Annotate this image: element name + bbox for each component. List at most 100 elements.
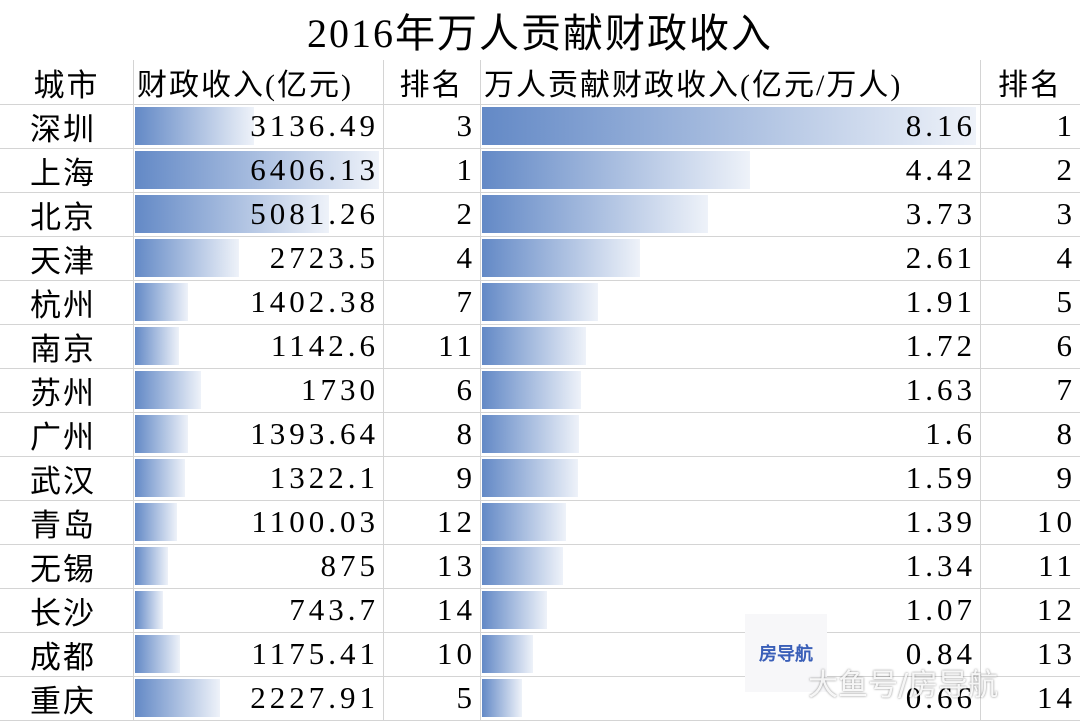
cell-value: 2227.91 <box>250 680 379 715</box>
data-bar <box>135 415 189 453</box>
city-name: 北京 <box>30 199 96 235</box>
cell-value: 7 <box>1056 372 1076 407</box>
data-bar <box>482 635 533 673</box>
grid-line <box>980 60 981 721</box>
data-bar <box>482 371 581 409</box>
grid-line <box>0 412 1080 413</box>
cell-value: 2.61 <box>905 240 976 275</box>
data-bar <box>135 635 180 673</box>
cell-value: 5 <box>456 680 476 715</box>
data-bar <box>135 679 220 717</box>
cell-value: 9 <box>456 460 476 495</box>
data-bar <box>135 591 164 629</box>
cell-value: 3 <box>1056 196 1076 231</box>
column-header: 城市 <box>33 67 100 103</box>
cell-value: 1.72 <box>905 328 976 363</box>
column-header: 万人贡献财政收入(亿元/万人) <box>484 69 903 102</box>
data-bar <box>135 195 329 233</box>
data-bar <box>482 107 976 145</box>
cell-value: 7 <box>456 284 476 319</box>
cell-value: 743.7 <box>289 592 379 627</box>
column-header: 排名 <box>998 69 1062 102</box>
grid-line <box>0 104 1080 105</box>
data-bar <box>135 503 177 541</box>
grid-line <box>0 500 1080 501</box>
city-name: 杭州 <box>30 287 96 323</box>
cell-value: 875 <box>320 548 379 583</box>
grid-line <box>0 368 1080 369</box>
data-bar <box>482 283 598 321</box>
grid-line <box>133 60 134 721</box>
data-bar <box>482 151 750 189</box>
column-header: 排名 <box>399 69 464 102</box>
cell-value: 3136.49 <box>250 108 379 143</box>
data-bar <box>135 371 201 409</box>
cell-value: 1.39 <box>905 504 976 539</box>
city-name: 苏州 <box>30 375 96 411</box>
cell-value: 6 <box>1056 328 1076 363</box>
cell-value: 6 <box>456 372 476 407</box>
cell-value: 11 <box>438 328 476 363</box>
cell-value: 1142.6 <box>270 328 379 363</box>
cell-value: 10 <box>1037 504 1076 539</box>
cell-value: 5081.26 <box>250 196 379 231</box>
column-header: 财政收入(亿元) <box>137 69 353 102</box>
grid-line <box>480 60 481 721</box>
cell-value: 1 <box>1056 108 1076 143</box>
data-bar <box>482 195 708 233</box>
city-name: 无锡 <box>30 551 96 587</box>
grid-line <box>0 324 1080 325</box>
grid-line <box>0 456 1080 457</box>
data-bar <box>135 459 186 497</box>
grid-line <box>0 588 1080 589</box>
cell-value: 11 <box>1038 548 1076 583</box>
cell-value: 0.84 <box>905 636 976 671</box>
cell-value: 2 <box>1056 152 1076 187</box>
cell-value: 1100.03 <box>251 504 379 539</box>
cell-value: 0.66 <box>905 680 976 715</box>
city-name: 深圳 <box>30 111 96 147</box>
data-bar <box>482 547 564 585</box>
city-name: 青岛 <box>30 507 96 543</box>
data-bar <box>482 459 579 497</box>
city-name: 武汉 <box>30 463 96 499</box>
grid-line <box>383 60 384 721</box>
data-bar <box>482 239 640 277</box>
cell-value: 1402.38 <box>250 284 379 319</box>
cell-value: 1.91 <box>905 284 976 319</box>
cell-value: 14 <box>437 592 476 627</box>
cell-value: 13 <box>437 548 476 583</box>
cell-value: 1.07 <box>905 592 976 627</box>
city-name: 上海 <box>30 155 96 191</box>
data-bar <box>482 591 547 629</box>
data-bar <box>482 327 587 365</box>
grid-line <box>0 280 1080 281</box>
grid-line <box>0 676 1080 677</box>
cell-value: 1.63 <box>905 372 976 407</box>
cell-value: 2723.5 <box>269 240 379 275</box>
cell-value: 4 <box>1056 240 1076 275</box>
city-name: 重庆 <box>30 683 96 719</box>
cell-value: 10 <box>437 636 476 671</box>
city-name: 天津 <box>30 243 96 279</box>
grid-line <box>0 544 1080 545</box>
cell-value: 5 <box>1056 284 1076 319</box>
cell-value: 14 <box>1037 680 1076 715</box>
grid-line <box>0 236 1080 237</box>
cell-value: 3 <box>456 108 476 143</box>
city-name: 广州 <box>30 419 96 455</box>
data-bar <box>135 547 169 585</box>
city-name: 南京 <box>30 331 96 367</box>
data-bar <box>135 239 239 277</box>
city-name: 成都 <box>30 639 96 675</box>
cell-value: 1.59 <box>905 460 976 495</box>
cell-value: 1730 <box>301 372 379 407</box>
cell-value: 4.42 <box>905 152 976 187</box>
cell-value: 8 <box>456 416 476 451</box>
title: 2016年万人贡献财政收入 <box>307 11 773 56</box>
cell-value: 13 <box>1037 636 1076 671</box>
cell-value: 1 <box>456 152 476 187</box>
cell-value: 12 <box>1037 592 1076 627</box>
cell-value: 1175.41 <box>251 636 379 671</box>
